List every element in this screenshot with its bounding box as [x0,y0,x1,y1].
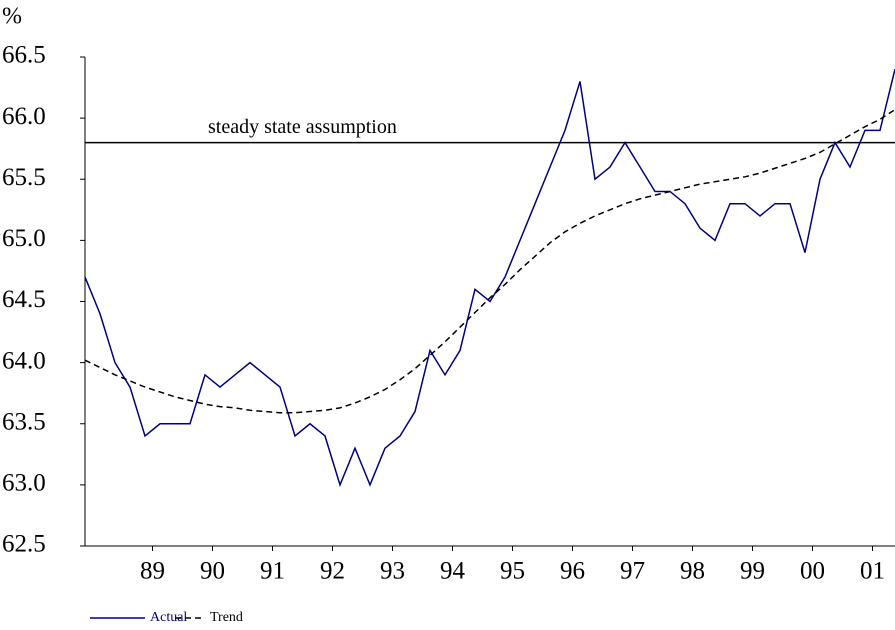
y-unit: % [2,4,22,30]
x-tick-label: 95 [500,558,525,585]
series-line [84,69,895,488]
x-tick-label: 98 [680,558,705,585]
x-tick-label: 97 [620,558,645,585]
legend-label: Actual [150,610,187,625]
x-tick-label: 90 [200,558,225,585]
x-tick-label: 99 [740,558,765,585]
x-tick-label: 00 [800,558,825,585]
x-tick-label: 89 [140,558,165,585]
y-tick-label: 66.0 [2,103,46,130]
legend-label: Trend [210,610,243,625]
x-tick-label: 01 [860,558,885,585]
y-tick-label: 64.0 [2,347,46,374]
series-line [84,108,895,414]
x-tick-label: 92 [320,558,345,585]
reference-label: steady state assumption [208,116,397,138]
y-tick-label: 65.5 [2,164,46,191]
x-tick-label: 93 [380,558,405,585]
y-tick-label: 63.0 [2,470,46,497]
y-tick-label: 64.5 [2,286,46,313]
x-tick-label: 94 [440,558,466,585]
y-tick-label: 63.5 [2,408,46,435]
x-tick-label: 96 [560,558,585,585]
y-tick-label: 65.0 [2,225,46,252]
y-tick-label: 62.5 [2,531,46,558]
x-tick-label: 91 [260,558,285,585]
y-tick-label: 66.5 [2,42,46,69]
